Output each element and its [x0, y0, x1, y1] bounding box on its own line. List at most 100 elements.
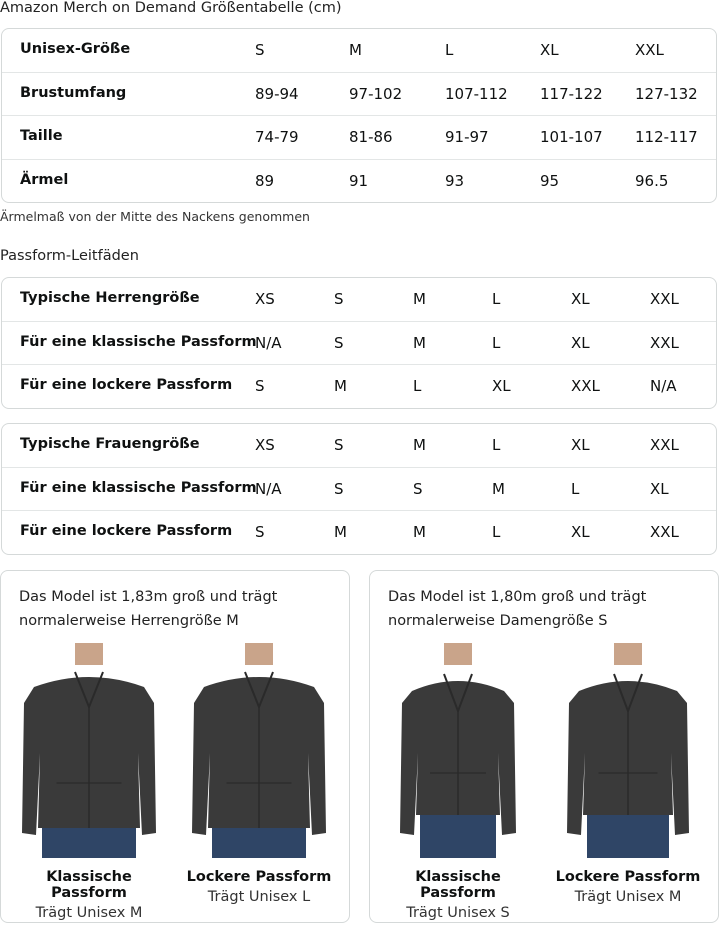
table-row: Unisex-Größe S M L XL XXL [2, 29, 716, 72]
table-cell: M [413, 523, 426, 541]
table-row: Für eine klassische Passform N/A S S M L XL [2, 466, 716, 511]
model-caption: Lockere Passform Trägt Unisex M [548, 869, 708, 905]
table-row: Typische Herrengröße XS S M L XL XXL [2, 278, 716, 321]
table-cell: XL [650, 479, 669, 498]
table-cell: 112-117 [635, 128, 698, 146]
table-cell: M [413, 290, 426, 308]
table-cell: M [413, 333, 426, 352]
table-cell: L [492, 290, 501, 308]
table-cell: L [492, 523, 501, 541]
model-description: Das Model ist 1,83m groß und trägt norma… [19, 589, 278, 629]
table-cell: 95 [540, 171, 560, 190]
table-cell: N/A [255, 333, 282, 352]
table-cell: S [334, 290, 344, 308]
women-fit-table: Typische Frauengröße XS S M L XL XXL Für eine k… [1, 423, 717, 555]
table-cell: M [334, 377, 347, 395]
page-title: Amazon Merch on Demand Größentabelle (cm… [0, 0, 342, 16]
table-cell: 89-94 [255, 84, 299, 103]
row-label: Für eine lockere Passform [20, 377, 233, 393]
model-photo [179, 643, 339, 866]
table-cell: L [492, 333, 501, 352]
table-row: Für eine lockere Passform S M M L XL XXL [2, 510, 716, 554]
fit-label: Lockere Passform [555, 869, 701, 885]
row-label: Typische Herrengröße [20, 290, 200, 306]
row-label: Taille [20, 128, 63, 144]
row-label: Typische Frauengröße [20, 436, 200, 452]
table-cell: XS [255, 290, 275, 308]
table-cell: XL [571, 436, 590, 454]
wears-size: Trägt Unisex S [406, 905, 510, 921]
table-cell: 93 [445, 171, 465, 190]
model-description: Das Model ist 1,80m groß und trägt norma… [388, 589, 647, 629]
table-cell: L [445, 41, 454, 59]
table-cell: S [334, 333, 344, 352]
table-cell: XL [492, 377, 511, 395]
table-cell: L [492, 436, 501, 454]
table-cell: XS [255, 436, 275, 454]
wears-size: Trägt Unisex M [35, 905, 143, 921]
table-cell: XL [571, 523, 590, 541]
fit-label: Klassische Passform [415, 869, 501, 901]
row-label: Für eine klassische Passform [20, 333, 257, 350]
table-row: Brustumfang 89-94 97-102 107-112 117-122 127-… [2, 71, 716, 116]
row-label: Für eine klassische Passform [20, 479, 257, 496]
row-label: Unisex-Größe [20, 41, 131, 57]
table-cell: S [255, 523, 265, 541]
table-cell: 89 [255, 171, 275, 190]
model-photo [548, 643, 708, 862]
table-cell: XXL [650, 290, 679, 308]
table-cell: 127-132 [635, 84, 698, 103]
model-caption: Lockere Passform Trägt Unisex L [179, 869, 339, 905]
table-cell: XXL [571, 377, 600, 395]
sleeve-note: Ärmelmaß von der Mitte des Nackens genom… [0, 209, 310, 224]
table-cell: 96.5 [635, 171, 669, 190]
table-row: Typische Frauengröße XS S M L XL XXL [2, 424, 716, 467]
table-cell: 91-97 [445, 128, 489, 146]
table-row: Für eine lockere Passform S M L XL XXL N/A [2, 364, 716, 408]
table-cell: S [255, 377, 265, 395]
table-cell: S [334, 479, 344, 498]
table-cell: 107-112 [445, 84, 508, 103]
model-caption: Klassische Passform Trägt Unisex S [378, 869, 538, 921]
table-cell: XXL [650, 436, 679, 454]
table-cell: XXL [650, 333, 679, 352]
model-caption: Klassische Passform Trägt Unisex M [9, 869, 169, 921]
wears-size: Trägt Unisex L [207, 889, 311, 905]
table-cell: S [334, 436, 344, 454]
table-cell: M [492, 479, 505, 498]
fit-label: Lockere Passform [186, 869, 332, 885]
size-table: Unisex-Größe S M L XL XXL Brustumfang 89-94 97-1… [1, 28, 717, 203]
table-cell: M [413, 436, 426, 454]
table-cell: XL [571, 333, 590, 352]
women-model-card: Das Model ist 1,80m groß und trägt norma… [369, 570, 719, 923]
table-cell: 101-107 [540, 128, 603, 146]
men-fit-table: Typische Herrengröße XS S M L XL XXL Für eine k… [1, 277, 717, 409]
table-cell: L [413, 377, 422, 395]
table-cell: 91 [349, 171, 369, 190]
table-cell: M [349, 41, 362, 59]
model-photo [9, 643, 169, 866]
table-cell: N/A [255, 479, 282, 498]
table-cell: 74-79 [255, 128, 299, 146]
wears-size: Trägt Unisex M [574, 889, 682, 905]
row-label: Ärmel [20, 171, 69, 188]
table-cell: 81-86 [349, 128, 393, 146]
fit-label: Klassische Passform [46, 869, 132, 901]
table-cell: N/A [650, 377, 677, 395]
model-photo [378, 643, 538, 862]
row-label: Brustumfang [20, 84, 127, 101]
table-cell: XXL [650, 523, 679, 541]
table-cell: S [255, 41, 265, 59]
table-cell: XXL [635, 41, 664, 59]
fit-guide-title: Passform-Leitfäden [0, 248, 139, 264]
table-row: Für eine klassische Passform N/A S M L XL XXL [2, 320, 716, 365]
table-cell: XL [571, 290, 590, 308]
row-label: Für eine lockere Passform [20, 523, 233, 539]
table-row: Taille 74-79 81-86 91-97 101-107 112-117 [2, 115, 716, 159]
men-model-card: Das Model ist 1,83m groß und trägt norma… [0, 570, 350, 923]
table-cell: 117-122 [540, 84, 603, 103]
table-cell: XL [540, 41, 559, 59]
table-cell: S [413, 479, 423, 498]
table-cell: L [571, 479, 580, 498]
table-cell: M [334, 523, 347, 541]
